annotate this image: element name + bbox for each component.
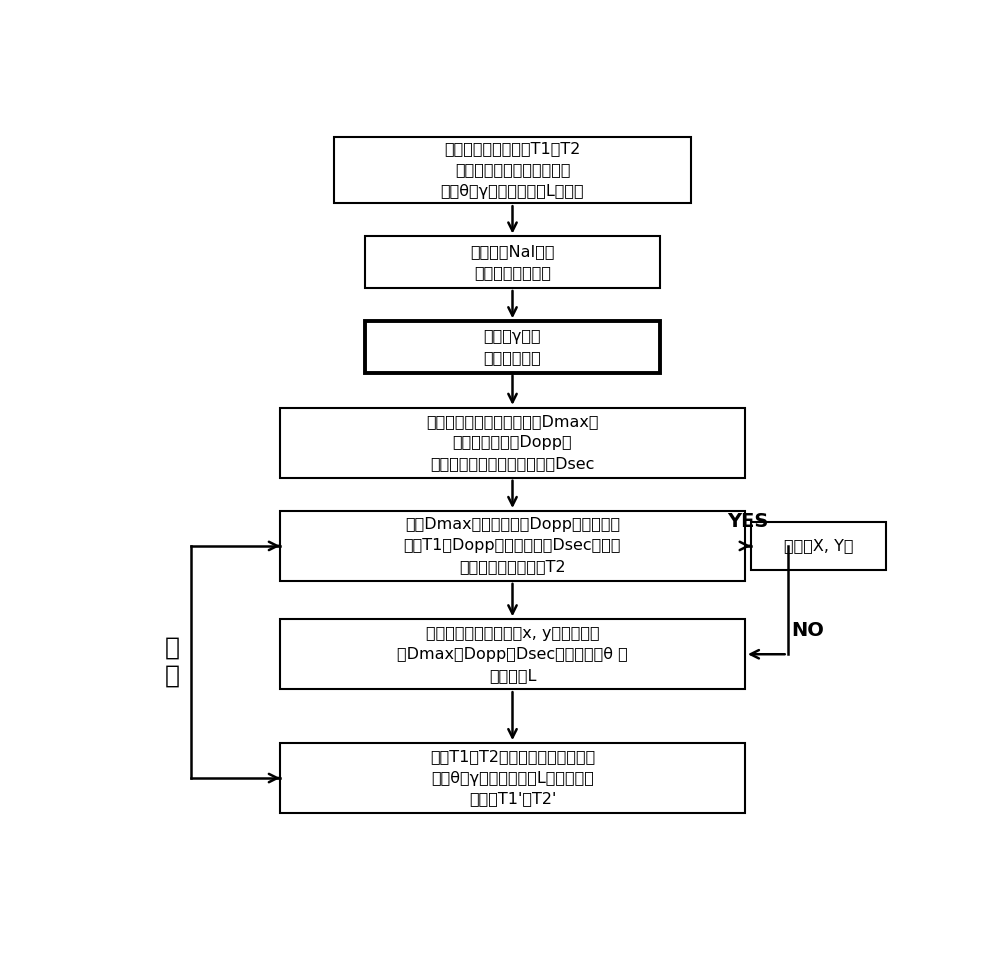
Bar: [365, 236, 660, 288]
Bar: [280, 408, 745, 478]
Bar: [334, 137, 691, 203]
Bar: [280, 743, 745, 813]
Bar: [280, 511, 745, 581]
Bar: [751, 522, 886, 569]
Text: 比
较: 比 较: [164, 636, 179, 688]
Text: 输出（X, Y）: 输出（X, Y）: [784, 539, 853, 553]
Text: NO: NO: [792, 620, 824, 639]
Text: YES: YES: [727, 512, 769, 531]
Text: 建立定位模型，确定T1、T2
与放射性物质相对各探测器
顶角θ、γ射线衰减厚度L关系式: 建立定位模型，确定T1、T2 与放射性物质相对各探测器 顶角θ、γ射线衰减厚度L…: [441, 142, 584, 199]
Text: 寻找最大特征峰计数探测器Dmax、
及其对侧探测器Dopp、
对侧第二大特征峰计数探测器Dsec: 寻找最大特征峰计数探测器Dmax、 及其对侧探测器Dopp、 对侧第二大特征峰计…: [426, 414, 599, 471]
Bar: [365, 322, 660, 373]
Bar: [280, 619, 745, 689]
Text: 计算Dmax特征峰计数与Dopp特征峰计数
比值T1，Dopp特征峰计数与Dsec特征峰
计数探测器计数比值T2: 计算Dmax特征峰计数与Dopp特征峰计数 比值T1，Dopp特征峰计数与Dse…: [404, 518, 621, 574]
Text: 对测量γ能谱
进行解谱分析: 对测量γ能谱 进行解谱分析: [484, 329, 541, 365]
Text: 代入T1、T2与放射源相对各探测器
顶角θ、γ射线衰减厚度L关系式，求
解得到T1'、T2': 代入T1、T2与放射源相对各探测器 顶角θ、γ射线衰减厚度L关系式，求 解得到T…: [430, 749, 595, 807]
Text: 根据探测区间内位置（x, y）计算其相
对Dmax、Dopp和Dsec的平面顶角θ 和
衰减厚度L: 根据探测区间内位置（x, y）计算其相 对Dmax、Dopp和Dsec的平面顶角…: [397, 626, 628, 682]
Text: 测量获得NaI探测
器阵列的能谱响应: 测量获得NaI探测 器阵列的能谱响应: [470, 244, 555, 280]
